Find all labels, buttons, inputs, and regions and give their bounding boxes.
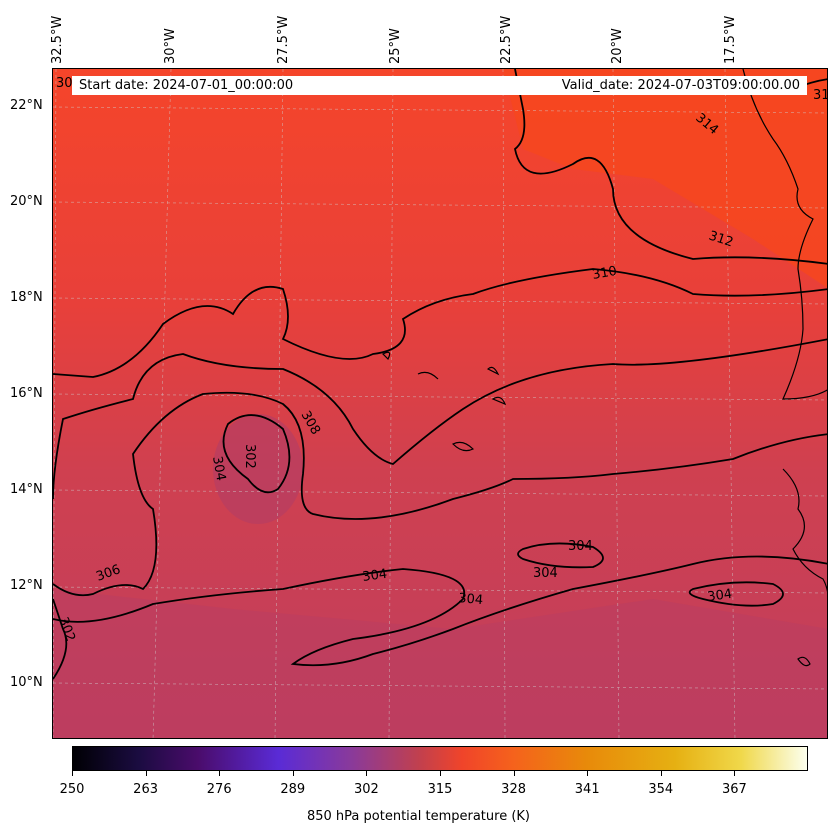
- longitude-label: 32.5°W: [50, 15, 65, 64]
- colorbar-tick-label: 367: [721, 782, 747, 797]
- colorbar-tick-mark: [734, 771, 736, 776]
- latitude-label: 20°N: [10, 194, 43, 209]
- contour-304c: [688, 581, 784, 607]
- cool-core: [213, 414, 303, 524]
- colorbar-tick-label: 250: [59, 782, 85, 797]
- contour-312: [53, 268, 827, 378]
- latitude-label: 10°N: [10, 675, 43, 690]
- latitude-label: 14°N: [10, 482, 43, 497]
- contour-label-302: 302: [242, 444, 257, 469]
- longitude-label: 30°W: [163, 28, 178, 64]
- contour-label-310: 310: [591, 264, 618, 283]
- warm-region: [503, 69, 827, 288]
- info-bar: Start date: 2024-07-01_00:00:00 Valid_da…: [72, 76, 807, 95]
- valid-date-label: Valid_date: 2024-07-03T09:00:00.00: [561, 78, 800, 93]
- contour-label-304-b: 304: [361, 567, 388, 585]
- colorbar-tick-mark: [366, 771, 368, 776]
- colorbar-tick-label: 315: [427, 782, 453, 797]
- colorbar-tick-mark: [219, 771, 221, 776]
- contour-310: [53, 338, 827, 500]
- cool-region: [53, 589, 827, 738]
- colorbar-tick-label: 302: [353, 782, 379, 797]
- colorbar-tick-mark: [440, 771, 441, 776]
- contour-304a: [53, 555, 827, 667]
- coastlines: [381, 69, 827, 667]
- contour-314: [514, 69, 827, 265]
- contour-label-316: 316: [813, 88, 828, 103]
- colorbar-tick-label: 289: [280, 782, 306, 797]
- colorbar: [72, 746, 808, 771]
- colorbar-tick-mark: [72, 771, 73, 776]
- map-panel: 302 304 306 308 310 312 314 316 304 304 …: [52, 68, 828, 739]
- contour-304b: [517, 542, 604, 569]
- contour-label-304-e: 304: [568, 539, 593, 554]
- colorbar-tick-label: 276: [206, 782, 232, 797]
- contour-lines: [53, 69, 827, 680]
- longitude-label: 25°W: [388, 28, 403, 64]
- latitude-label: 18°N: [10, 290, 43, 305]
- colorbar-tick-mark: [660, 771, 662, 776]
- contour-302: [53, 598, 68, 680]
- colorbar-tick-mark: [292, 771, 294, 776]
- colorbar-label: 850 hPa potential temperature (K): [306, 809, 530, 824]
- colorbar-tick-mark: [145, 771, 147, 776]
- latitude-label: 22°N: [10, 98, 43, 113]
- longitude-label: 27.5°W: [276, 15, 291, 64]
- colorbar-tick-label: 354: [648, 782, 674, 797]
- contour-label-304: 304: [209, 455, 228, 482]
- contour-label-304-c: 304: [458, 591, 484, 608]
- colorbar-tick-mark: [587, 771, 589, 776]
- contour-label-304-f: 304: [706, 587, 733, 605]
- colorbar-tick-label: 341: [574, 782, 600, 797]
- colorbar-tick-mark: [513, 771, 515, 776]
- colorbar-tick-label: 328: [501, 782, 527, 797]
- longitude-label: 22.5°W: [499, 15, 514, 64]
- latitude-label: 16°N: [10, 386, 43, 401]
- longitude-label: 17.5°W: [723, 15, 738, 64]
- contour-label-312: 312: [707, 229, 735, 251]
- potential-temperature-map: 302 304 306 308 310 312 314 316 304 304 …: [53, 69, 828, 738]
- latitude-label: 12°N: [10, 578, 43, 593]
- contour-306: [222, 414, 291, 494]
- colorbar-tick-label: 263: [133, 782, 159, 797]
- start-date-label: Start date: 2024-07-01_00:00:00: [79, 78, 294, 93]
- contour-label-304-d: 304: [533, 566, 558, 581]
- contour-308: [53, 391, 827, 597]
- longitude-label: 20°W: [610, 28, 625, 64]
- graticule: [53, 69, 827, 738]
